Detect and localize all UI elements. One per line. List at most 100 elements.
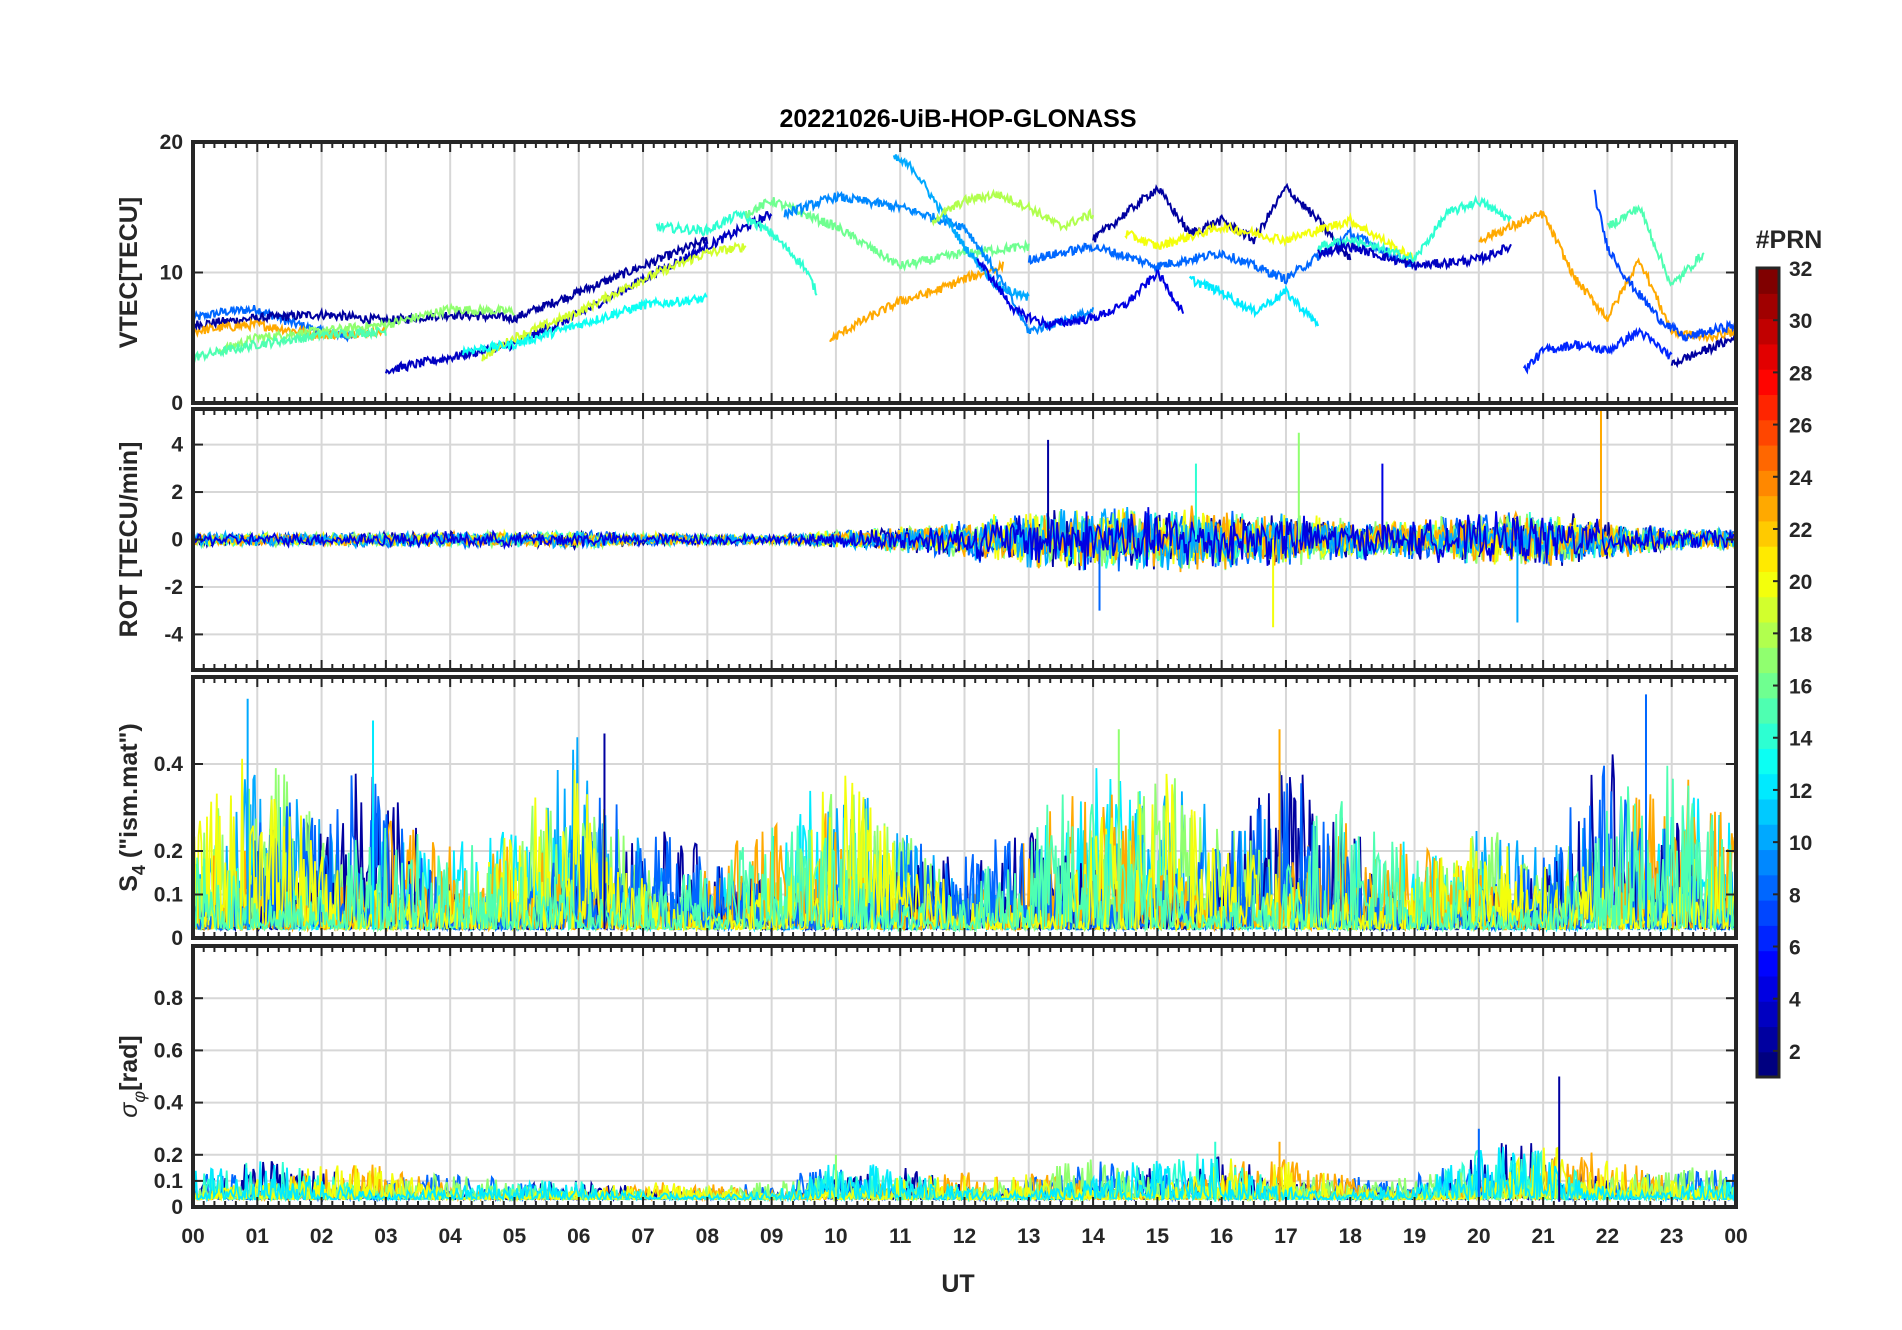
colorbar-tick-label: 26: [1789, 415, 1812, 438]
panel-sigma_phi-frame: [191, 944, 1738, 1209]
x-tick-label: 21: [1531, 1225, 1555, 1248]
x-tick-label: 03: [374, 1225, 397, 1248]
x-tick-label: 14: [1081, 1225, 1105, 1248]
vtec-series-prn-2: [1670, 334, 1736, 369]
colorbar-segment: [1757, 596, 1779, 623]
panel-s4: 00.10.20.4S4 ("ism.mat"): [115, 675, 1738, 950]
colorbar-segment: [1757, 925, 1779, 952]
vtec-series-prn-23: [829, 259, 1005, 343]
x-tick-label: 05: [503, 1225, 527, 1248]
panel-rot-data: [193, 409, 1736, 628]
y-tick-label: 10: [160, 262, 183, 285]
colorbar-segment: [1757, 950, 1779, 977]
vtec-series-prn-4: [976, 258, 1185, 332]
x-tick-label: 00: [181, 1225, 204, 1248]
colorbar-tick-label: 18: [1789, 623, 1813, 646]
colorbar-tick-label: 16: [1789, 676, 1812, 699]
x-tick-label: 01: [246, 1225, 270, 1248]
colorbar-segment: [1757, 798, 1779, 825]
y-axis-label-sub: φ: [129, 1091, 149, 1103]
colorbar-tick-label: 22: [1789, 519, 1812, 542]
colorbar-tick-label: 2: [1789, 1041, 1801, 1064]
vtec-series-prn-2: [1092, 182, 1352, 261]
colorbar-tick-label: 32: [1789, 258, 1812, 281]
x-tick-label: 23: [1660, 1225, 1683, 1248]
y-axis-label-rot: ROT [TECU/min]: [115, 442, 143, 638]
panel-rot-frame: [191, 407, 1738, 672]
x-tick-label: 17: [1274, 1225, 1297, 1248]
x-tick-label: 20: [1467, 1225, 1490, 1248]
s4-series-prn-20: [193, 758, 1736, 933]
x-tick-label: 08: [696, 1225, 720, 1248]
vtec-series-prn-17: [217, 302, 515, 355]
colorbar-segment: [1757, 1001, 1779, 1028]
vtec-series-prn-12: [1188, 275, 1320, 328]
colorbar-segment: [1757, 546, 1779, 572]
y-tick-label: 0.8: [154, 987, 184, 1010]
x-tick-label: 09: [760, 1225, 783, 1248]
y-tick-label: 0.6: [154, 1039, 183, 1062]
y-tick-label: 0: [171, 392, 183, 415]
vtec-series-prn-9: [783, 190, 1095, 336]
x-tick-label: 13: [1017, 1225, 1040, 1248]
y-tick-label: 20: [160, 131, 183, 154]
colorbar-segment: [1757, 444, 1779, 471]
colorbar-segment: [1757, 1026, 1779, 1053]
y-axis-label-main: S: [115, 875, 143, 892]
colorbar-tick-label: 20: [1789, 571, 1812, 594]
x-tick-label: 12: [953, 1225, 976, 1248]
y-tick-label: 0.1: [154, 1170, 184, 1193]
panel-vtec-data: [193, 153, 1736, 375]
colorbar-segment: [1757, 874, 1779, 901]
vtec-series-prn-14: [655, 209, 818, 296]
panel-vtec-grid: [193, 142, 1736, 403]
rot-series-prn-4: [193, 507, 1736, 570]
vtec-series-prn-19: [481, 241, 747, 362]
y-axis-label-rest: [rad]: [115, 1035, 143, 1091]
y-tick-label: 2: [171, 481, 183, 504]
y-tick-label: -2: [164, 576, 183, 599]
vtec-series-prn-8: [1027, 226, 1416, 285]
colorbar-segment: [1757, 773, 1779, 800]
colorbar-segment: [1757, 520, 1779, 547]
y-tick-label: 0: [171, 1196, 183, 1219]
colorbar-label: #PRN: [1756, 226, 1823, 254]
s4-series-prn-15: [193, 765, 1736, 933]
colorbar-segment: [1757, 318, 1779, 345]
colorbar-segment: [1757, 495, 1779, 522]
vtec-series-prn-20: [1124, 212, 1416, 263]
x-tick-label: 18: [1339, 1225, 1363, 1248]
colorbar-tick-label: 10: [1789, 832, 1812, 855]
colorbar-segment: [1757, 470, 1779, 497]
y-tick-label: 0.1: [154, 884, 184, 907]
vtec-series-prn-18: [931, 188, 1095, 232]
panel-vtec: 0 10 20 VTEC[TECU]: [115, 131, 1738, 415]
y-tick-label: 0: [171, 927, 183, 950]
colorbar-tick-label: 14: [1789, 728, 1813, 751]
x-axis-label: UT: [941, 1270, 974, 1298]
colorbar-segment: [1757, 849, 1779, 876]
x-tick-label: 15: [1146, 1225, 1170, 1248]
y-tick-label: 0: [171, 529, 183, 552]
colorbar-frame: [1755, 266, 1781, 1079]
x-tick-label: 22: [1596, 1225, 1619, 1248]
colorbar-segment: [1757, 571, 1779, 598]
colorbar-segment: [1757, 975, 1779, 1002]
x-tick-label: 06: [567, 1225, 590, 1248]
colorbar-tick-label: 8: [1789, 884, 1801, 907]
vtec-series-prn-23: [1478, 210, 1736, 343]
vtec-series-prn-10: [892, 153, 1030, 302]
y-axis-label-sub: 4: [129, 865, 149, 875]
y-axis-label-sigma_phi: σφ[rad]: [115, 1035, 149, 1117]
vtec-series-prn-3: [1317, 240, 1512, 271]
y-axis-label-s4: S4 ("ism.mat"): [115, 723, 149, 892]
colorbar-segment: [1757, 419, 1779, 446]
y-tick-label: 0.2: [154, 840, 183, 863]
colorbar-segment: [1757, 268, 1779, 294]
y-axis-label-vtec: VTEC[TECU]: [115, 197, 143, 348]
colorbar-segment: [1757, 900, 1779, 926]
colorbar-segment: [1757, 369, 1779, 396]
vtec-series-prn-6: [1522, 326, 1673, 375]
